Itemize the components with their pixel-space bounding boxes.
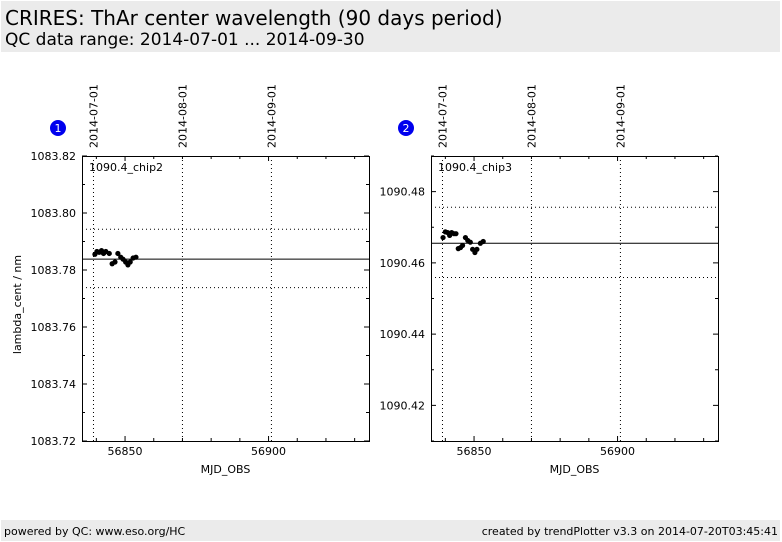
- data-point: [440, 234, 446, 241]
- y-tick-label: 1090.48: [380, 186, 426, 199]
- panel-label: 1090.4_chip3: [438, 161, 512, 174]
- data-point: [453, 231, 459, 237]
- date-label: 2014-09-01: [614, 84, 627, 148]
- x-tick-label: 56900: [251, 445, 286, 458]
- date-label: 2014-07-01: [436, 84, 449, 148]
- y-tick-label: 1083.76: [31, 321, 77, 334]
- data-point: [480, 238, 486, 245]
- x-tick-label: 56850: [108, 445, 143, 458]
- date-label: 2014-08-01: [525, 84, 538, 148]
- date-label: 2014-09-01: [265, 84, 278, 148]
- x-axis-label: MJD_OBS: [550, 463, 600, 476]
- plot-frame: [82, 156, 370, 442]
- y-tick-label: 1083.72: [31, 435, 77, 448]
- footer-bar: powered by QC: www.eso.org/HC created by…: [1, 520, 780, 541]
- data-points: [440, 229, 486, 256]
- y-tick-label: 1090.42: [380, 399, 426, 412]
- header-bar: CRIRES: ThAr center wavelength (90 days …: [1, 1, 780, 52]
- panel-badge-number: 2: [403, 122, 410, 135]
- data-point: [459, 242, 466, 249]
- y-tick-label: 1083.78: [31, 264, 77, 277]
- data-point: [467, 239, 473, 245]
- footer-powered-by: powered by QC: www.eso.org/HC: [4, 525, 186, 538]
- x-tick-label: 56900: [600, 445, 635, 458]
- data-point: [115, 250, 121, 257]
- x-axis-label: MJD_OBS: [201, 463, 251, 476]
- panel-badge: [50, 120, 66, 136]
- y-axis-label: lambda_cent / nm: [11, 255, 24, 354]
- data-point: [106, 250, 112, 257]
- y-tick-label: 1083.80: [31, 207, 77, 220]
- panel-badge: [398, 120, 414, 136]
- panel-badge-number: 1: [55, 122, 62, 135]
- date-label: 2014-08-01: [176, 84, 189, 148]
- x-tick-label: 56850: [457, 445, 492, 458]
- plot-frame: [431, 156, 719, 442]
- chart-panel-2: 2014-07-01 2014-08-01 2014-09-01 56850 56900…: [380, 84, 719, 476]
- y-tick-label: 1090.46: [380, 257, 426, 270]
- data-point: [133, 254, 139, 260]
- y-tick-label: 1090.44: [380, 328, 426, 341]
- data-point: [112, 259, 118, 265]
- y-tick-label: 1083.74: [31, 378, 77, 391]
- page-title: CRIRES: ThAr center wavelength (90 days …: [5, 6, 503, 30]
- data-points: [92, 248, 139, 268]
- panel-label: 1090.4_chip2: [89, 161, 163, 174]
- data-point: [127, 259, 133, 265]
- y-tick-label: 1083.82: [31, 150, 77, 163]
- chart-panel-1: 2014-07-01 2014-08-01 2014-09-01 56850 56900…: [11, 84, 370, 476]
- page-subtitle: QC data range: 2014-07-01 ... 2014-09-30: [5, 30, 365, 50]
- data-point: [474, 246, 480, 252]
- date-label: 2014-07-01: [87, 84, 100, 148]
- footer-created-by: created by trendPlotter v3.3 on 2014-07-…: [481, 525, 778, 538]
